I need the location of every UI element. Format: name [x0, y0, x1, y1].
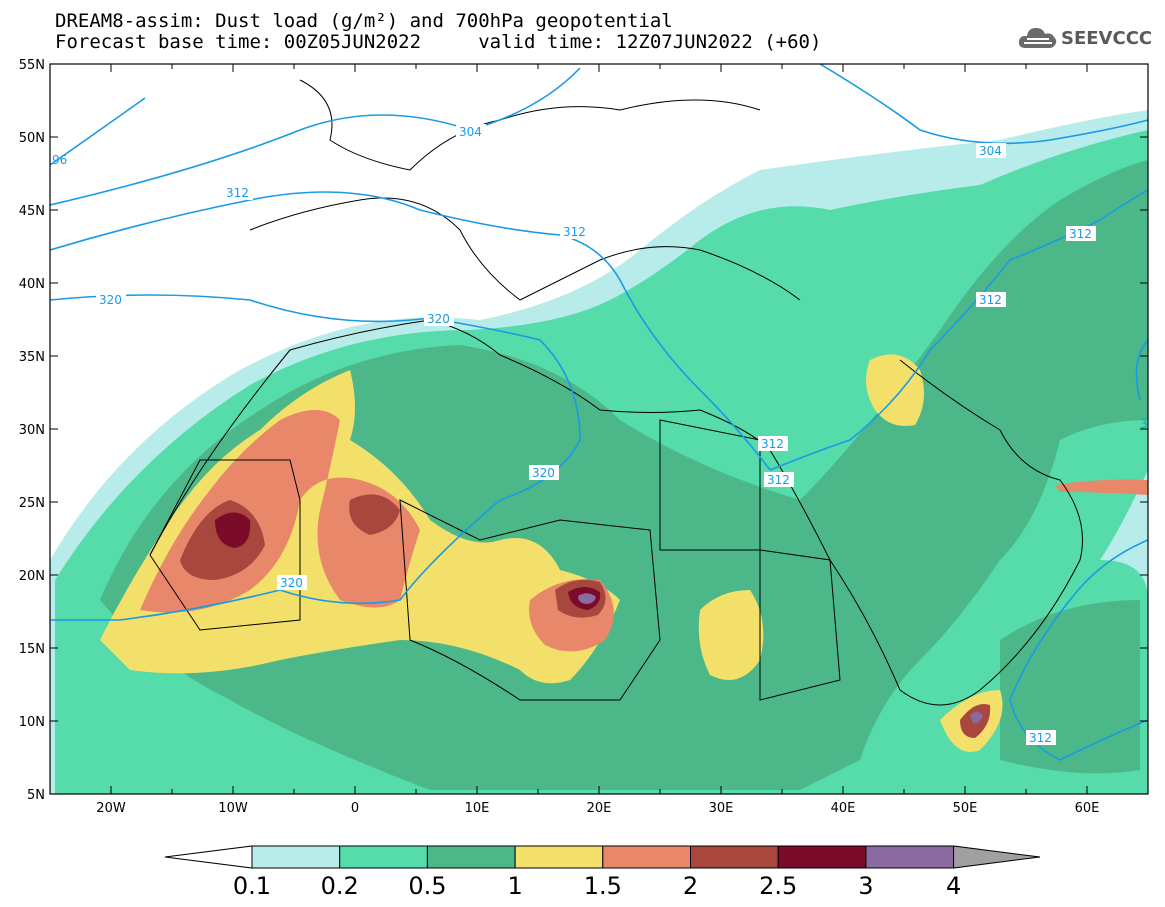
dust-contour-3 [578, 593, 596, 604]
colorbar-label: 1 [507, 872, 522, 900]
lat-tick-label: 40N [19, 277, 45, 292]
dust-contour-1-5-oman [1055, 479, 1148, 495]
colorbar-segment [339, 845, 428, 869]
colorbar: 0.1 0.2 0.5 1 1.5 2 2.5 3 4 [164, 845, 1041, 900]
lon-tick-label: 10E [465, 801, 490, 816]
colorbar-label: 0.1 [233, 872, 271, 900]
contour-label-304-east: 304 [979, 144, 1002, 158]
contour-label-312-south: 312 [1029, 731, 1052, 745]
contour-label-312-iran: 312 [979, 293, 1002, 307]
lat-tick-label: 30N [19, 423, 45, 438]
colorbar-label: 2.5 [759, 872, 797, 900]
lon-tick-label: 10W [218, 801, 248, 816]
colorbar-segment [690, 845, 779, 869]
contour-label-320-west: 320 [99, 293, 122, 307]
colorbar-segment [865, 845, 955, 869]
contour-label-312-west: 312 [226, 186, 249, 200]
dust-contour-3-somalia [970, 711, 983, 724]
cloud-icon [1018, 28, 1057, 48]
dust-field: 304 304 312 312 312 312 312 312 312 3 32… [50, 64, 1148, 794]
lat-tick-label: 35N [19, 350, 45, 365]
contour-label-312-adriatic: 312 [563, 225, 586, 239]
colorbar-segment [426, 845, 516, 869]
lat-tick-label: 25N [19, 496, 45, 511]
contour-label-304-north: 304 [459, 125, 482, 139]
lat-tick-label: 5N [27, 788, 45, 803]
lon-tick-label: 50E [953, 801, 978, 816]
colorbar-label: 1.5 [584, 872, 622, 900]
colorbar-under-triangle [164, 845, 253, 869]
colorbar-segment [514, 845, 604, 869]
lon-tick-label: 0 [351, 801, 359, 816]
lon-tick-label: 20E [587, 801, 612, 816]
lat-tick-label: 45N [19, 204, 45, 219]
contour-label-96-edge: 96 [52, 153, 67, 167]
map-title: DREAM8-assim: Dust load (g/m²) and 700hP… [55, 10, 673, 32]
logo-text: SEEVCCC [1061, 27, 1153, 49]
colorbar-segment [602, 845, 691, 869]
longitude-axis: 20W 10W 0 10E 20E 30E 40E 50E 60E [49, 64, 1149, 816]
lat-tick-label: 50N [19, 131, 45, 146]
lat-tick-label: 10N [19, 715, 45, 730]
contour-label-320-south: 320 [280, 576, 303, 590]
contour-label-312-edge: 3 [1140, 417, 1148, 431]
colorbar-label: 0.2 [321, 872, 359, 900]
colorbar-label: 2 [683, 872, 698, 900]
contour-label-320-sahara: 320 [532, 466, 555, 480]
contour-label-312-sinai: 312 [761, 437, 784, 451]
colorbar-label: 0.5 [408, 872, 446, 900]
contour-label-312-red-sea: 312 [767, 473, 790, 487]
colorbar-label: 4 [946, 872, 961, 900]
forecast-time-subtitle: Forecast base time: 00Z05JUN2022 valid t… [55, 31, 822, 53]
lat-tick-label: 15N [19, 642, 45, 657]
lon-tick-label: 60E [1075, 801, 1100, 816]
dust-contour-2-5 [215, 512, 251, 548]
dust-contour-1-nile [698, 590, 764, 680]
lon-tick-label: 20W [96, 801, 126, 816]
colorbar-segment [251, 845, 341, 869]
contour-label-312-caspian: 312 [1069, 227, 1092, 241]
colorbar-label: 3 [858, 872, 873, 900]
dust-contour-1-iraq [866, 354, 924, 426]
geopotential-labels: 304 304 312 312 312 312 312 312 312 3 32… [52, 124, 1148, 745]
contour-label-320-north-africa: 320 [427, 312, 450, 326]
latitude-axis: 55N 50N 45N 40N 35N 30N 25N 20N 15N 10N 5N [19, 58, 1148, 803]
colorbar-segment [777, 845, 867, 869]
lon-tick-label: 40E [831, 801, 856, 816]
seevccc-logo: SEEVCCC [1018, 24, 1152, 52]
lon-tick-label: 30E [709, 801, 734, 816]
lat-tick-label: 20N [19, 569, 45, 584]
geopotential-contours [50, 64, 1148, 761]
colorbar-over-triangle [953, 845, 1041, 869]
dust-contour-2-center [349, 494, 400, 535]
lat-tick-label: 55N [19, 58, 45, 73]
